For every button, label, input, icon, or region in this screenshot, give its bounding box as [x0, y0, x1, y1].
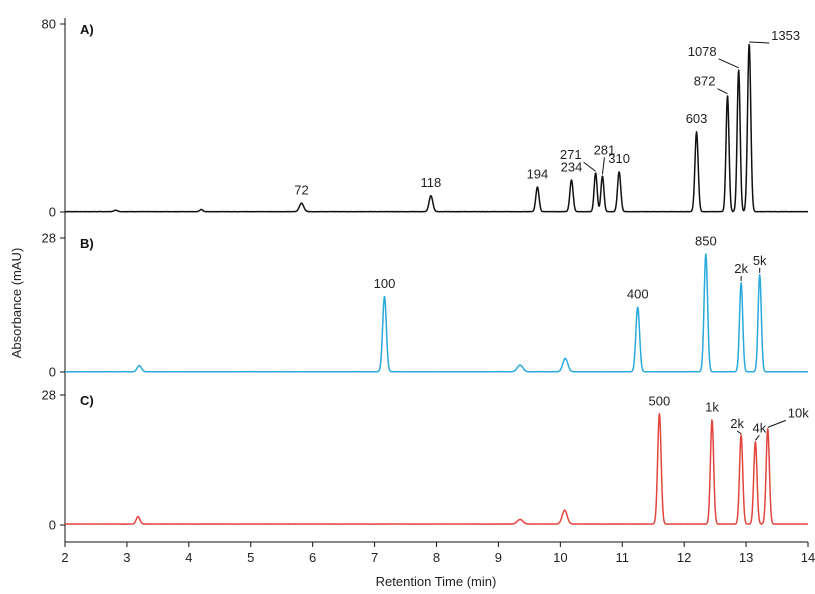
y-tick-label: 28: [42, 231, 56, 246]
peak-label: 1078: [688, 44, 717, 59]
x-tick-label: 2: [61, 550, 68, 565]
x-tick-label: 7: [371, 550, 378, 565]
peak-label: 5k: [753, 253, 767, 268]
peak-label: 4k: [753, 420, 767, 435]
y-axis-title: Absorbance (mAU): [9, 248, 24, 359]
peak-label: 500: [649, 394, 671, 409]
chromatogram-trace-b: [64, 253, 809, 373]
x-tick-label: 12: [677, 550, 691, 565]
peak-leader-line: [718, 58, 739, 69]
panel-label: C): [80, 393, 94, 408]
panel-label: A): [80, 22, 94, 37]
peak-label: 271: [560, 147, 582, 162]
x-tick-label: 11: [616, 550, 630, 565]
peak-label: 1353: [771, 28, 800, 43]
peak-label: 100: [374, 276, 396, 291]
peak-leader-line: [583, 161, 596, 172]
x-tick-label: 4: [185, 550, 192, 565]
peak-leader-line: [749, 41, 770, 44]
chromatogram-trace-c: [64, 412, 809, 525]
y-tick-label: 0: [49, 518, 56, 533]
peak-label: 281: [594, 142, 616, 157]
x-tick-label: 6: [309, 550, 316, 565]
peak-label: 872: [694, 74, 716, 89]
x-tick-label: 13: [739, 550, 753, 565]
peak-label: 118: [421, 175, 442, 190]
y-tick-label: 0: [49, 205, 56, 220]
peak-leader-line: [754, 435, 760, 441]
panel-label: B): [80, 236, 94, 251]
y-tick-label: 28: [42, 388, 56, 403]
x-tick-label: 14: [801, 550, 815, 565]
peak-leader-line: [736, 430, 742, 435]
chromatogram-trace-a: [64, 43, 809, 213]
traces-layer: [64, 43, 809, 525]
peak-label: 1k: [705, 400, 719, 415]
peak-leader-line: [717, 88, 728, 95]
peak-leader-line: [601, 157, 605, 175]
y-tick-label: 0: [49, 365, 56, 380]
x-tick-label: 3: [123, 550, 130, 565]
peak-label: 194: [527, 166, 549, 181]
x-axis-title: Retention Time (min): [376, 574, 497, 589]
peak-label: 850: [695, 233, 717, 248]
peak-leader-line: [767, 419, 786, 428]
peak-label: 603: [686, 111, 708, 126]
peak-label: 234: [561, 159, 583, 174]
peak-label: 2k: [734, 261, 748, 276]
x-tick-label: 10: [553, 550, 567, 565]
x-tick-label: 5: [247, 550, 254, 565]
peak-label: 10k: [788, 405, 809, 420]
peak-label: 400: [627, 286, 649, 301]
peak-label: 72: [294, 183, 308, 198]
peak-label: 310: [608, 151, 630, 166]
x-tick-label: 9: [495, 550, 502, 565]
x-tick-label: 8: [433, 550, 440, 565]
peak-label: 2k: [730, 416, 744, 431]
y-tick-label: 80: [42, 17, 56, 32]
